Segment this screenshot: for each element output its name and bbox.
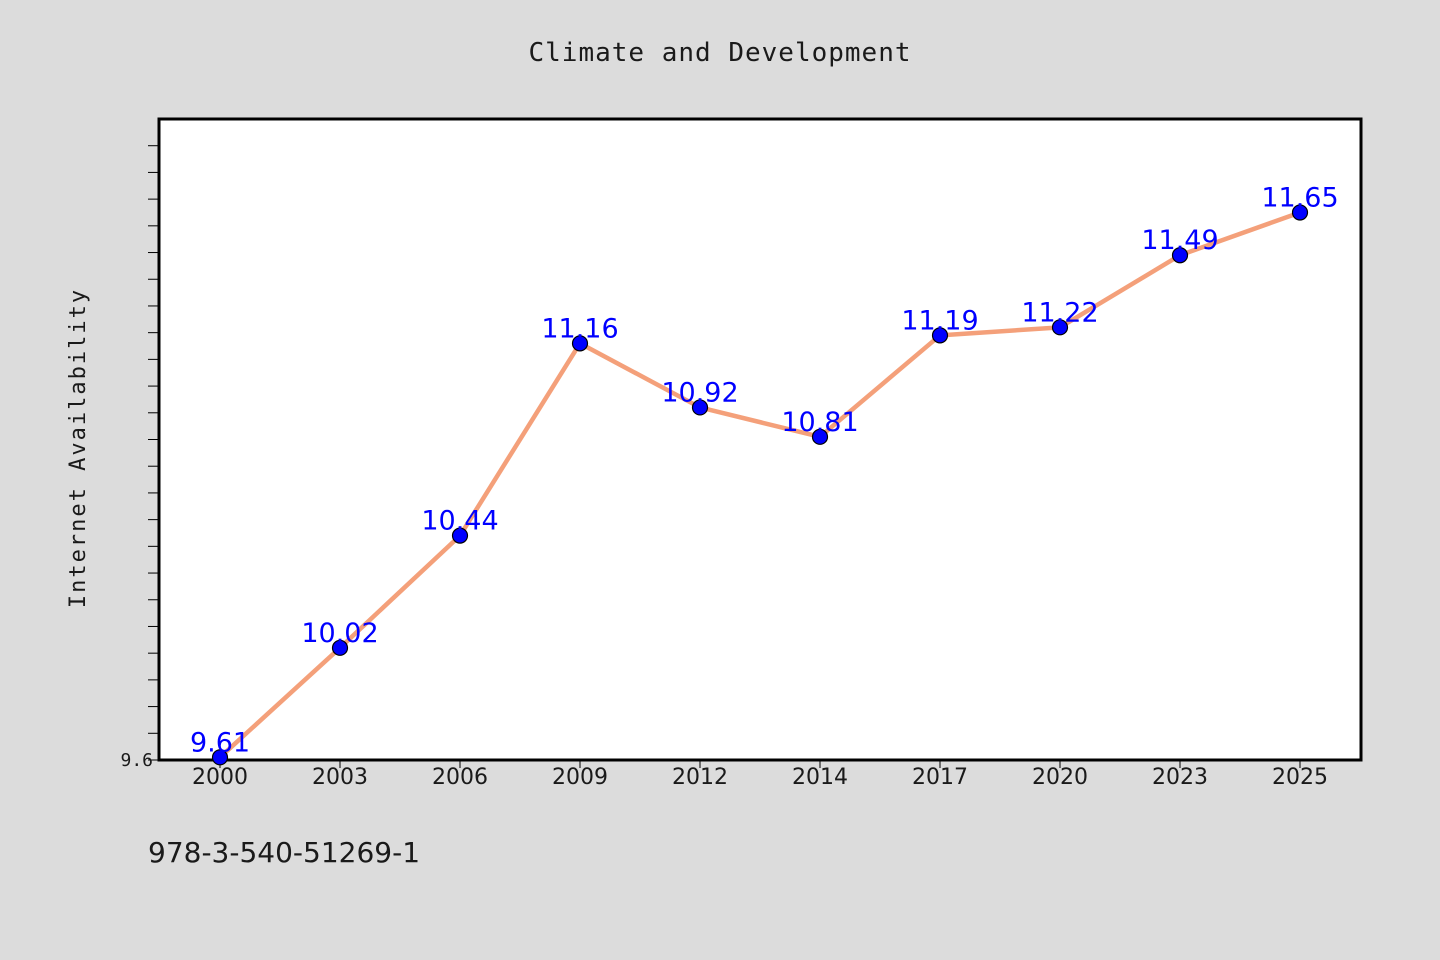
y-tick-label: 9.6: [120, 750, 153, 771]
data-labels: 9.61 10.02 10.44 11.16 10.92 10.81 11.19 11.22 1…: [190, 182, 1339, 758]
data-point: [571, 335, 589, 352]
data-point: [1291, 204, 1309, 221]
x-tick-label: 2014: [792, 765, 848, 790]
y-axis-label: Internet Availability: [66, 288, 91, 608]
x-tick-label: 2000: [192, 765, 248, 790]
series-line: [217, 210, 1303, 760]
data-point: [931, 327, 949, 344]
data-point: [331, 639, 349, 656]
data-point: [451, 527, 469, 544]
data-label: 10.92: [661, 377, 738, 408]
data-label: 10.02: [301, 618, 378, 649]
x-tick-label: 2025: [1272, 765, 1328, 790]
data-point: [691, 399, 709, 416]
x-tick-label: 2009: [552, 765, 608, 790]
x-tick-label: 2023: [1152, 765, 1208, 790]
data-label: 11.65: [1261, 182, 1338, 213]
x-tick-label: 2020: [1032, 765, 1088, 790]
data-label: 11.49: [1141, 225, 1218, 256]
x-tick-label: 2003: [312, 765, 368, 790]
series-markers: [211, 204, 1309, 766]
data-label: 9.61: [190, 727, 250, 758]
x-tick-label: 2017: [912, 765, 968, 790]
data-label: 11.19: [901, 305, 978, 336]
data-label: 10.81: [781, 407, 858, 438]
x-axis-ticks: 2000 2003 2006 2009 2012 2014 2017 2020 2023 2025: [192, 760, 1328, 790]
chart-title: Climate and Development: [528, 38, 911, 68]
data-label: 11.16: [541, 313, 618, 344]
data-label: 10.44: [421, 506, 498, 537]
plot-area: [157, 117, 1363, 762]
y-axis-ticks: 9.6: [120, 145, 159, 771]
data-point: [1051, 319, 1069, 336]
x-tick-label: 2006: [432, 765, 488, 790]
x-tick-label: 2012: [672, 765, 728, 790]
data-label: 11.22: [1021, 297, 1098, 328]
data-point: [211, 749, 229, 766]
data-point: [1171, 247, 1189, 264]
data-point: [811, 428, 829, 445]
footer-isbn: 978-3-540-51269-1: [148, 836, 420, 869]
